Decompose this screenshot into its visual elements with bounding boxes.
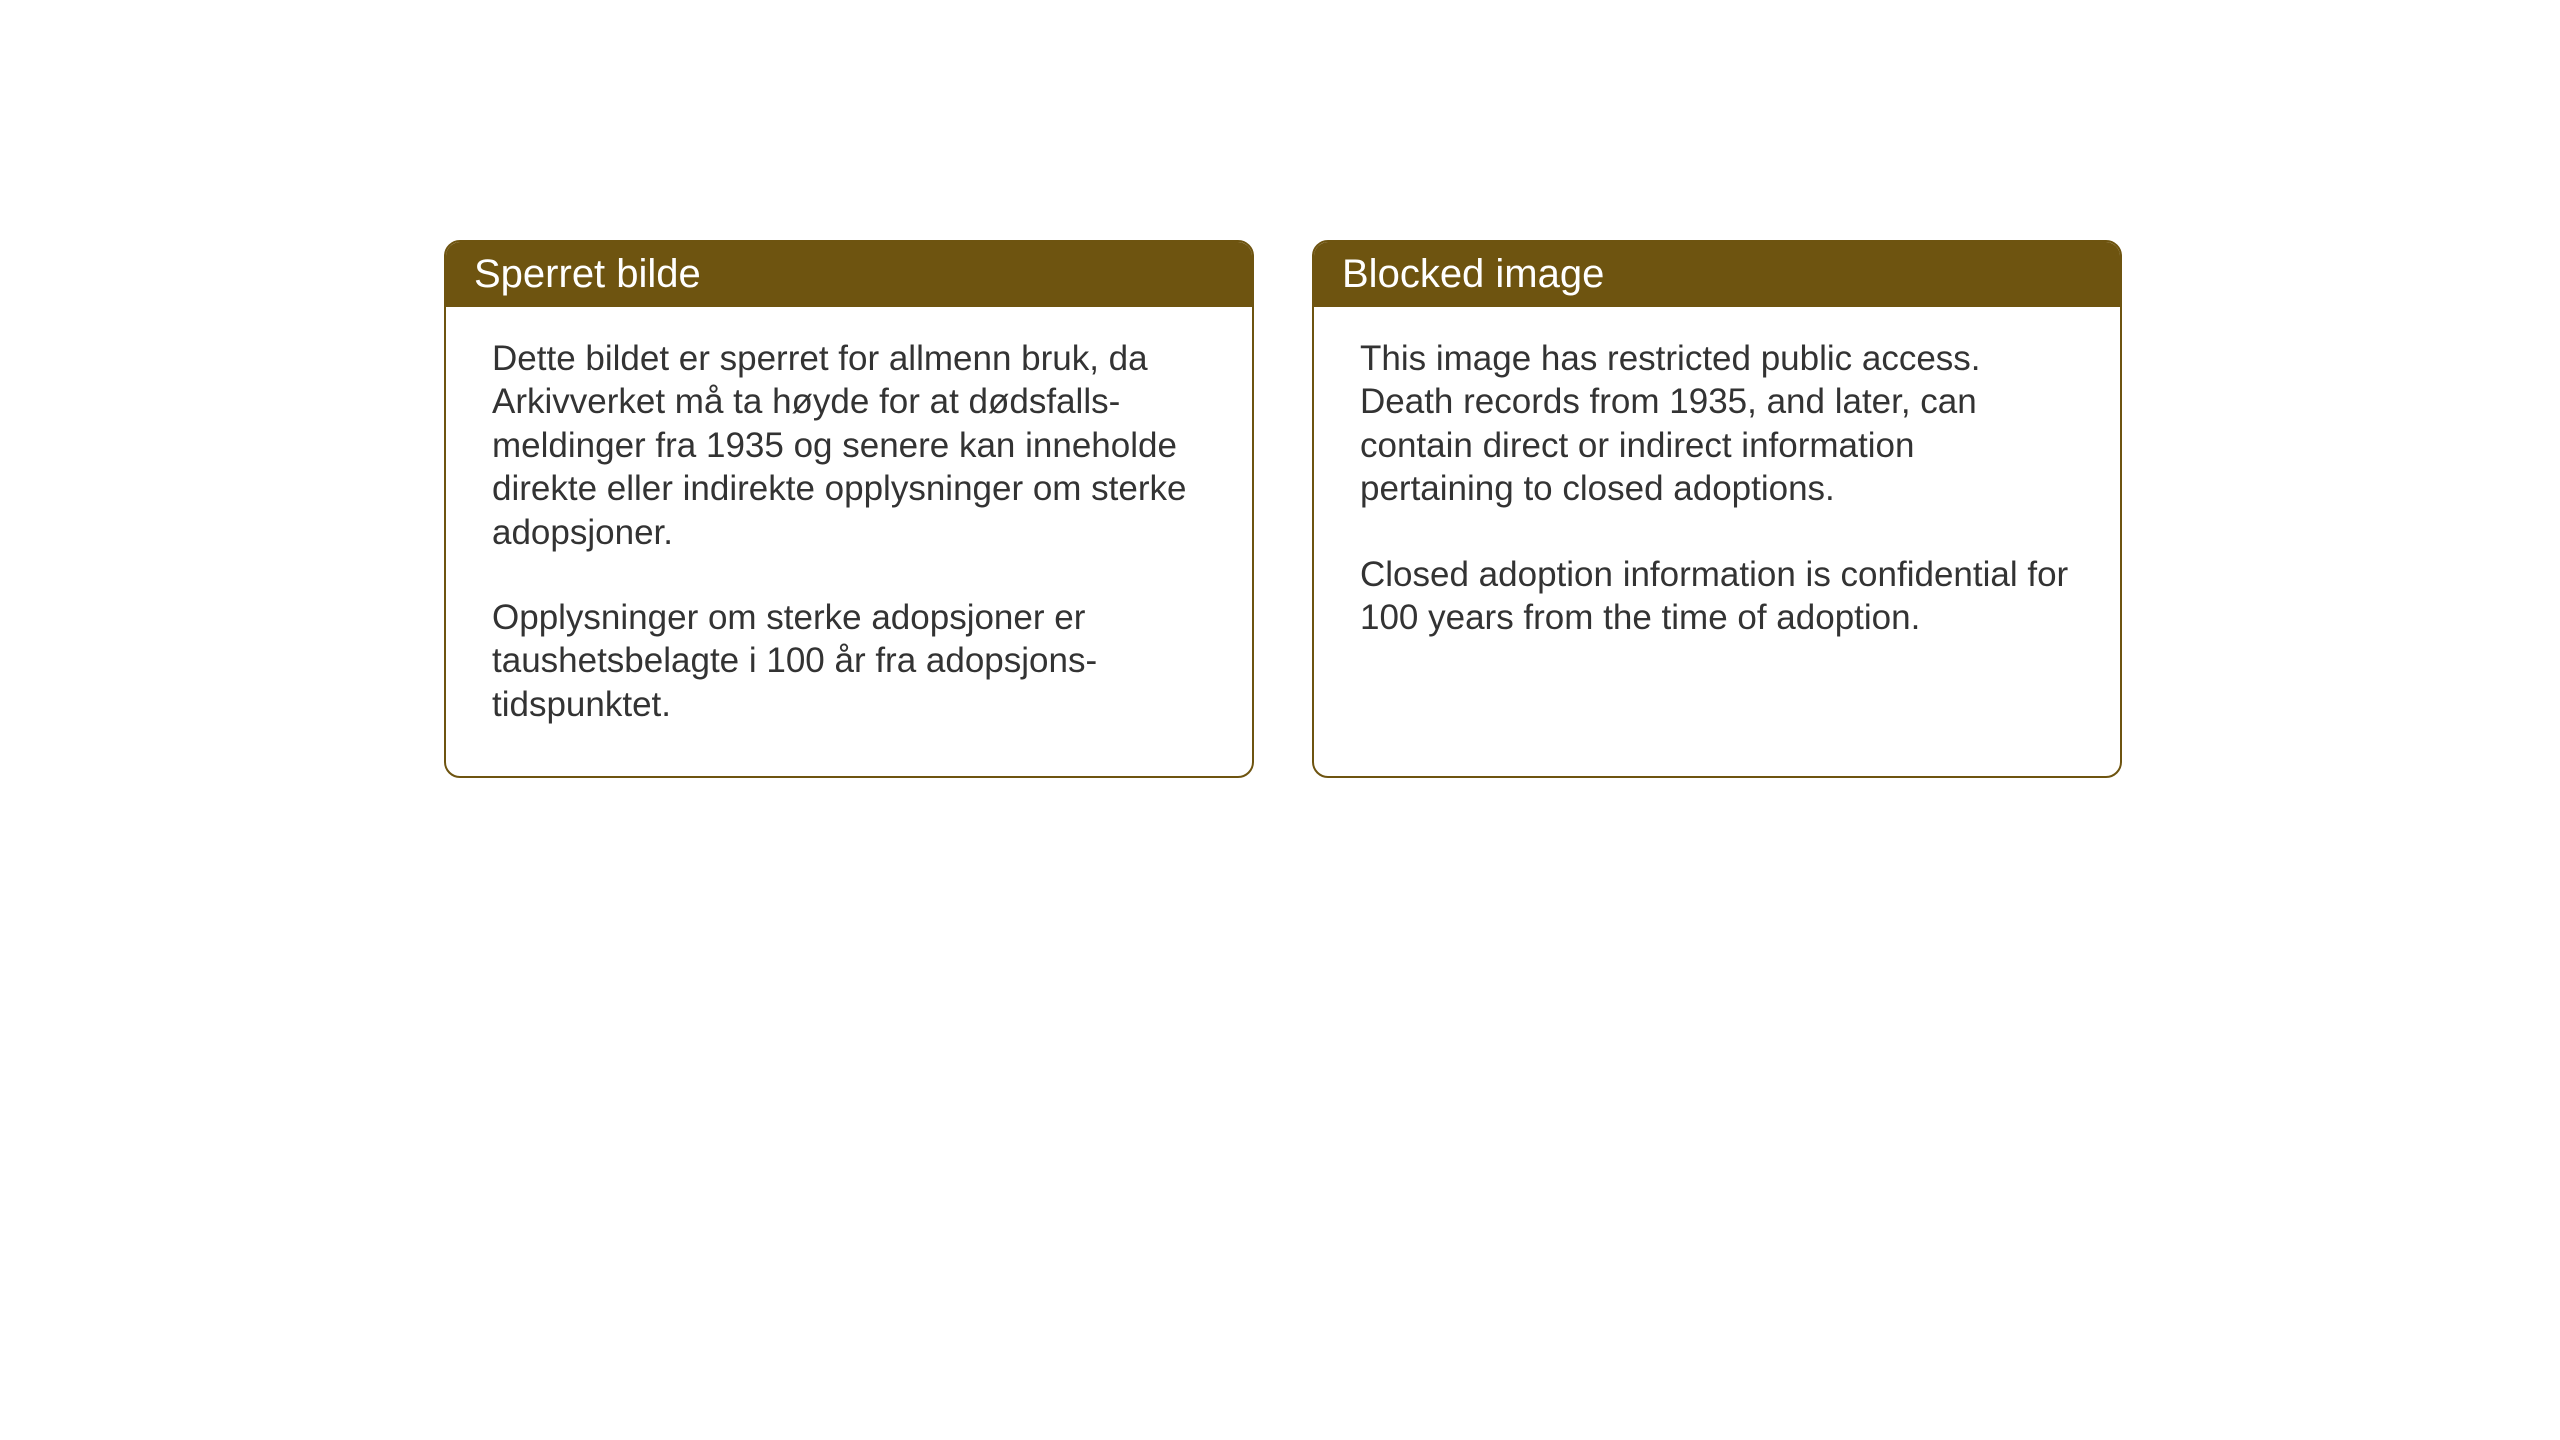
- card-english-body: This image has restricted public access.…: [1314, 307, 2120, 689]
- card-english-header: Blocked image: [1314, 242, 2120, 307]
- card-norwegian-paragraph-1: Dette bildet er sperret for allmenn bruk…: [492, 337, 1206, 554]
- card-norwegian-title: Sperret bilde: [474, 252, 701, 296]
- card-english-paragraph-2: Closed adoption information is confident…: [1360, 553, 2074, 640]
- card-norwegian: Sperret bilde Dette bildet er sperret fo…: [444, 240, 1254, 778]
- card-norwegian-paragraph-2: Opplysninger om sterke adopsjoner er tau…: [492, 596, 1206, 726]
- card-norwegian-body: Dette bildet er sperret for allmenn bruk…: [446, 307, 1252, 776]
- card-english-paragraph-1: This image has restricted public access.…: [1360, 337, 2074, 511]
- card-english-title: Blocked image: [1342, 252, 1604, 296]
- card-english: Blocked image This image has restricted …: [1312, 240, 2122, 778]
- cards-container: Sperret bilde Dette bildet er sperret fo…: [444, 240, 2122, 778]
- card-norwegian-header: Sperret bilde: [446, 242, 1252, 307]
